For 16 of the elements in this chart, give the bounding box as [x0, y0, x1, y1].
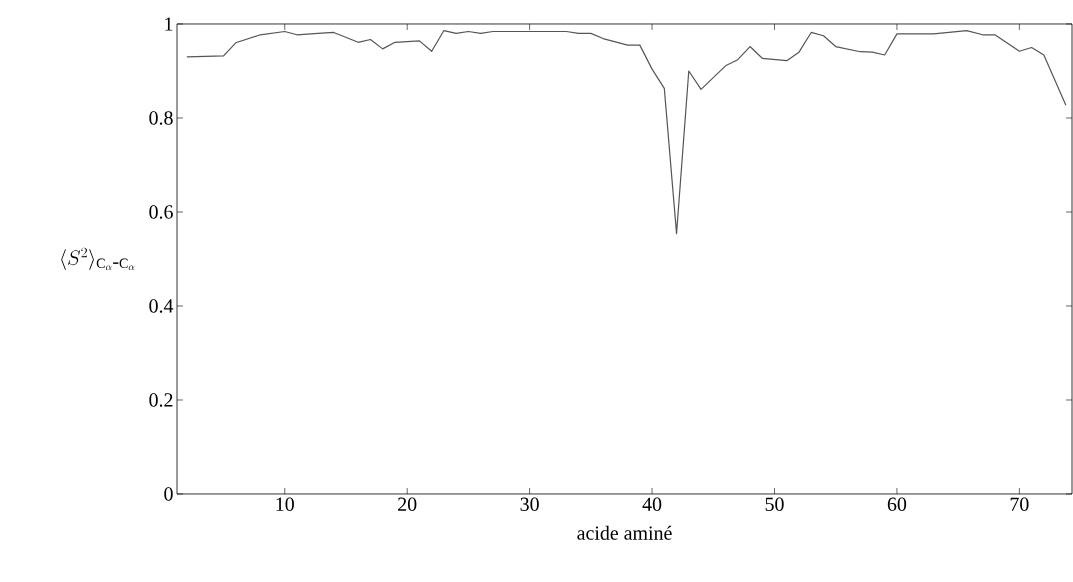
- x-tick-label: 40: [642, 497, 662, 511]
- y-tick-label: 0.6: [149, 205, 173, 219]
- x-axis-title: acide aminé: [577, 525, 672, 540]
- line-series: [186, 29, 1067, 235]
- y-tick-label: 0: [164, 487, 173, 501]
- x-tick-label: 60: [887, 497, 907, 511]
- y-tick-label: 0.2: [149, 393, 173, 407]
- x-tick-label: 50: [765, 497, 784, 511]
- y-tick-label: 0.8: [149, 111, 173, 125]
- x-tick-label: 20: [398, 497, 417, 511]
- x-tick-label: 10: [276, 497, 294, 511]
- y-tick-label: 1: [165, 17, 173, 31]
- x-tick-label: 30: [520, 497, 539, 511]
- y-tick-label: 0.4: [149, 299, 174, 313]
- x-tick-label: 70: [1010, 497, 1029, 511]
- y-axis-title: $\langle S^2\rangle_{\mathrm{C}_\alpha\mbox{-}\mathrm{C}_\alpha}$: [61, 247, 135, 271]
